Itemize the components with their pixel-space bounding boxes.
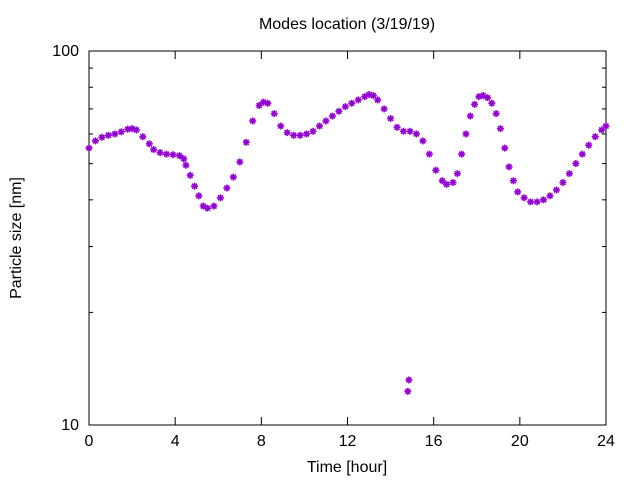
data-point: [533, 198, 541, 206]
data-point: [520, 194, 528, 202]
data-point: [145, 140, 153, 148]
x-tick-label: 12: [339, 433, 357, 450]
data-point: [443, 180, 451, 188]
data-point: [175, 152, 183, 160]
data-point: [354, 96, 362, 104]
data-point: [242, 138, 250, 146]
data-point: [419, 137, 427, 145]
data-point: [270, 110, 278, 118]
data-point: [309, 127, 317, 135]
data-point: [585, 141, 593, 149]
data-point: [540, 196, 548, 204]
data-point: [191, 182, 199, 190]
data-point: [425, 150, 433, 158]
data-point: [348, 99, 356, 107]
data-point: [236, 158, 244, 166]
data-point: [169, 151, 177, 159]
data-point: [98, 133, 106, 141]
data-point: [341, 103, 349, 111]
data-point: [223, 184, 231, 192]
data-point: [210, 202, 218, 210]
data-point: [163, 150, 171, 158]
data-point: [111, 130, 119, 138]
data-point: [565, 170, 573, 178]
data-point: [546, 192, 554, 200]
data-point: [406, 127, 414, 135]
chart-title: Modes location (3/19/19): [259, 16, 435, 33]
data-point: [466, 112, 474, 120]
data-point: [496, 125, 504, 133]
data-point: [501, 144, 509, 152]
data-point: [117, 128, 125, 136]
data-point: [290, 131, 298, 139]
data-point: [591, 133, 599, 141]
data-point: [182, 161, 190, 169]
x-tick-label: 24: [597, 433, 615, 450]
data-point: [449, 179, 457, 187]
data-point: [458, 150, 466, 158]
data-point: [328, 112, 336, 120]
data-point: [335, 107, 343, 115]
data-point: [374, 96, 382, 104]
data-point: [264, 99, 272, 107]
data-point: [602, 122, 610, 130]
x-tick-label: 8: [257, 433, 266, 450]
data-point: [492, 110, 500, 118]
data-point: [296, 131, 304, 139]
data-point: [303, 130, 311, 138]
data-point: [572, 160, 580, 168]
x-tick-label: 0: [85, 433, 94, 450]
data-point: [180, 155, 188, 163]
data-point: [91, 137, 99, 145]
data-point: [139, 133, 147, 141]
data-point: [462, 130, 470, 138]
data-point: [505, 163, 513, 171]
data-point: [216, 194, 224, 202]
data-point: [203, 204, 211, 212]
data-point: [404, 387, 412, 395]
data-point: [471, 100, 479, 108]
data-point: [85, 144, 93, 152]
x-tick-label: 4: [171, 433, 180, 450]
data-point: [514, 188, 522, 196]
data-point: [400, 127, 408, 135]
data-point: [195, 192, 203, 200]
data-point: [484, 94, 492, 102]
data-point: [316, 122, 323, 130]
data-point: [578, 150, 586, 158]
data-point: [405, 376, 413, 384]
data-point: [509, 177, 517, 185]
y-tick-label: 100: [52, 43, 79, 60]
data-point: [387, 114, 395, 122]
data-point: [132, 126, 140, 134]
data-point: [277, 122, 285, 130]
data-point: [453, 170, 461, 178]
y-axis-label: Particle size [nm]: [8, 177, 25, 299]
data-point: [412, 130, 420, 138]
data-point: [150, 146, 158, 154]
data-point: [527, 198, 535, 206]
data-point: [369, 92, 377, 100]
data-point: [559, 179, 567, 187]
data-point: [488, 99, 496, 107]
data-point: [283, 129, 291, 137]
data-point: [322, 117, 330, 125]
data-points: [85, 91, 610, 395]
data-point: [249, 117, 257, 125]
data-point: [156, 149, 164, 157]
data-point: [432, 166, 440, 174]
data-point: [186, 171, 194, 179]
y-tick-label: 10: [61, 417, 79, 434]
data-point: [229, 173, 237, 181]
data-point: [552, 186, 560, 194]
data-point: [104, 131, 112, 139]
data-point: [380, 105, 388, 113]
axis-ticks: 0 4 8 12 16 20 24 10 100: [52, 43, 615, 450]
x-tick-label: 16: [425, 433, 443, 450]
x-axis-label: Time [hour]: [307, 459, 387, 476]
data-point: [393, 123, 401, 131]
x-tick-label: 20: [511, 433, 529, 450]
